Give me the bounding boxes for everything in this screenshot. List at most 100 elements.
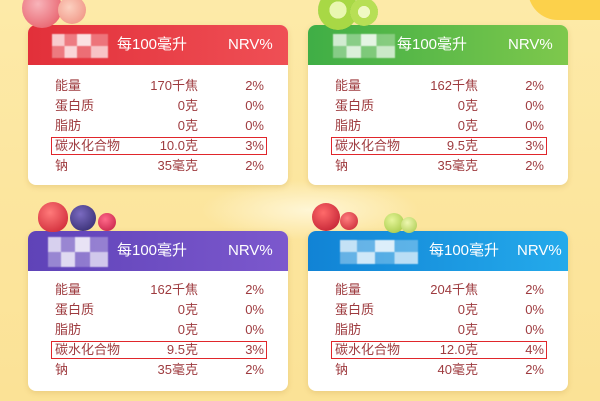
nutrient-name: 碳水化合物 (335, 342, 401, 357)
card-header: 每100毫升 NRV% (308, 25, 568, 65)
table-row-carbohydrate: 碳水化合物 10.0克 3% (28, 136, 288, 156)
nutrient-nrv: 2% (245, 78, 264, 93)
nutrient-name: 能量 (55, 78, 82, 93)
card-header: 每100毫升 NRV% (28, 25, 288, 65)
nutrient-nrv: 0% (525, 118, 544, 133)
nutrient-nrv: 0% (245, 98, 264, 113)
table-row-energy: 能量 162千焦 2% (28, 280, 288, 300)
nutrient-amount: 0克 (457, 98, 478, 113)
nutrient-nrv: 0% (245, 118, 264, 133)
nutrient-amount: 10.0克 (159, 138, 198, 153)
nutrient-amount: 9.5克 (446, 138, 478, 153)
table-row-sodium: 钠 35毫克 2% (308, 156, 568, 176)
nutrition-table: 能量 162千焦 2% 蛋白质 0克 0% 脂肪 0克 0% 碳水化合物 9.5… (308, 76, 568, 176)
nutrient-name: 碳水化合物 (55, 342, 121, 357)
lime-slice-decoration (350, 0, 378, 26)
nutrient-nrv: 0% (245, 322, 264, 337)
per-100ml-label: 每100毫升 (397, 36, 468, 53)
grapefruit-decoration (22, 0, 62, 28)
nutrient-name: 蛋白质 (335, 98, 375, 113)
nutrition-table: 能量 204千焦 2% 蛋白质 0克 0% 脂肪 0克 0% 碳水化合物 12.… (308, 280, 568, 380)
table-row-fat: 脂肪 0克 0% (28, 320, 288, 340)
table-row-carbohydrate: 碳水化合物 12.0克 4% (308, 340, 568, 360)
nutrient-name: 钠 (335, 158, 349, 173)
blurred-product-name (48, 237, 108, 267)
nutrient-nrv: 0% (245, 302, 264, 317)
nutrient-name: 碳水化合物 (335, 138, 401, 153)
table-row-sodium: 钠 40毫克 2% (308, 360, 568, 380)
raspberry-decoration (98, 213, 116, 231)
grape-decoration (401, 217, 417, 233)
blurred-product-name (333, 34, 395, 58)
table-row-fat: 脂肪 0克 0% (308, 116, 568, 136)
nutrient-nrv: 4% (525, 342, 544, 357)
nutrient-name: 能量 (335, 78, 362, 93)
table-row-sodium: 钠 35毫克 2% (28, 360, 288, 380)
nutrient-name: 脂肪 (335, 322, 362, 337)
table-row-carbohydrate: 碳水化合物 9.5克 3% (28, 340, 288, 360)
nutrient-name: 碳水化合物 (55, 138, 121, 153)
cherry-decoration (340, 212, 358, 230)
nutrient-nrv: 2% (525, 158, 544, 173)
table-row-energy: 能量 204千焦 2% (308, 280, 568, 300)
nutrient-name: 脂肪 (335, 118, 362, 133)
nutrition-card-blue: 每100毫升 NRV% 能量 204千焦 2% 蛋白质 0克 0% 脂肪 0克 … (308, 231, 568, 391)
nutrient-name: 能量 (55, 282, 82, 297)
nutrition-card-green: 每100毫升 NRV% 能量 162千焦 2% 蛋白质 0克 0% 脂肪 0克 … (308, 25, 568, 185)
nutrition-table: 能量 170千焦 2% 蛋白质 0克 0% 脂肪 0克 0% 碳水化合物 10.… (28, 76, 288, 176)
nutrient-nrv: 3% (245, 342, 264, 357)
nutrient-name: 蛋白质 (335, 302, 375, 317)
nutrient-amount: 35毫克 (157, 362, 198, 377)
table-row-protein: 蛋白质 0克 0% (28, 96, 288, 116)
nutrient-amount: 35毫克 (437, 158, 478, 173)
per-100ml-label: 每100毫升 (117, 36, 188, 53)
nutrition-card-red: 每100毫升 NRV% 能量 170千焦 2% 蛋白质 0克 0% 脂肪 0克 … (28, 25, 288, 185)
nutrient-nrv: 2% (245, 282, 264, 297)
per-100ml-label: 每100毫升 (117, 242, 188, 259)
nutrient-amount: 204千焦 (430, 282, 478, 297)
nutrient-amount: 9.5克 (166, 342, 198, 357)
grape-decoration (384, 213, 404, 233)
blurred-product-name (52, 34, 108, 58)
nutrient-amount: 162千焦 (430, 78, 478, 93)
nutrient-amount: 0克 (177, 118, 198, 133)
background-glow (200, 180, 420, 240)
per-100ml-label: 每100毫升 (429, 242, 500, 259)
nutrient-amount: 0克 (177, 98, 198, 113)
table-row-energy: 能量 170千焦 2% (28, 76, 288, 96)
nutrient-nrv: 2% (525, 362, 544, 377)
nutrient-amount: 162千焦 (150, 282, 198, 297)
nutrient-nrv: 2% (525, 282, 544, 297)
strawberry-decoration (38, 202, 68, 232)
nutrient-name: 钠 (55, 158, 69, 173)
blueberry-decoration (70, 205, 96, 231)
nrv-header: NRV% (228, 36, 273, 53)
background-corner-shape (528, 0, 600, 20)
peach-decoration (58, 0, 86, 24)
nutrient-amount: 12.0克 (439, 342, 478, 357)
nutrient-amount: 0克 (457, 118, 478, 133)
nutrient-nrv: 3% (525, 138, 544, 153)
nutrient-amount: 0克 (457, 322, 478, 337)
table-row-energy: 能量 162千焦 2% (308, 76, 568, 96)
nutrient-name: 能量 (335, 282, 362, 297)
nutrient-name: 钠 (335, 362, 349, 377)
card-header: 每100毫升 NRV% (28, 231, 288, 271)
nutrient-amount: 0克 (177, 322, 198, 337)
highlight-box (331, 137, 547, 155)
nutrient-nrv: 2% (245, 362, 264, 377)
highlight-box (51, 341, 267, 359)
nutrient-nrv: 2% (525, 78, 544, 93)
nutrient-amount: 170千焦 (150, 78, 198, 93)
nutrient-name: 蛋白质 (55, 302, 95, 317)
table-row-sodium: 钠 35毫克 2% (28, 156, 288, 176)
nutrient-name: 脂肪 (55, 118, 82, 133)
table-row-fat: 脂肪 0克 0% (308, 320, 568, 340)
highlight-box (331, 341, 547, 359)
nutrient-nrv: 0% (525, 302, 544, 317)
nutrient-name: 脂肪 (55, 322, 82, 337)
nutrient-amount: 0克 (177, 302, 198, 317)
table-row-protein: 蛋白质 0克 0% (308, 300, 568, 320)
table-row-protein: 蛋白质 0克 0% (28, 300, 288, 320)
nutrient-nrv: 0% (525, 322, 544, 337)
